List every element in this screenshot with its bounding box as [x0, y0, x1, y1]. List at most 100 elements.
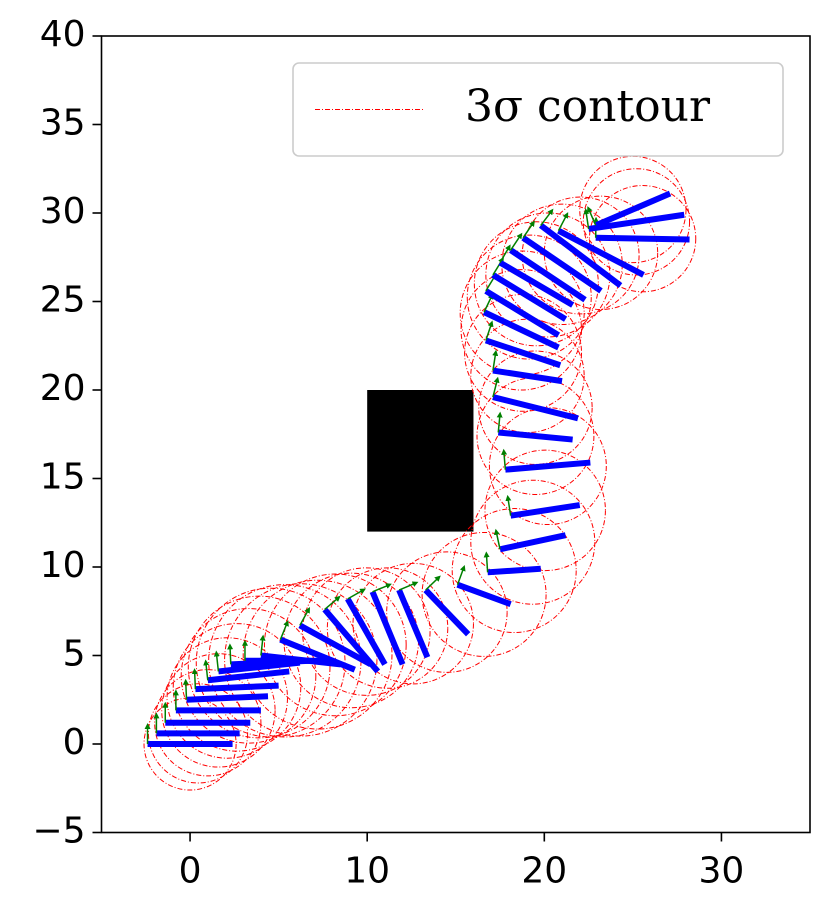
contour: [263, 573, 407, 717]
robot-body: [538, 222, 623, 288]
contour: [582, 168, 691, 276]
y-tick-label: −5: [32, 811, 85, 852]
legend: 3σ contour: [292, 62, 784, 157]
robot-body: [521, 235, 603, 294]
contour: [476, 377, 595, 495]
contour: [421, 531, 547, 657]
robot-body: [498, 259, 575, 308]
y-tick-label: 40: [40, 14, 86, 55]
contour: [488, 407, 607, 526]
y-tick-label: 25: [40, 280, 86, 321]
heading-arrow: [425, 575, 441, 591]
heading-arrow: [483, 293, 494, 313]
contour: [302, 567, 431, 696]
contour: [451, 508, 577, 634]
robot-body: [594, 190, 672, 229]
contour: [470, 479, 596, 605]
robot-body: [505, 459, 591, 473]
heading-arrow: [483, 551, 490, 573]
y-tick-label: 20: [40, 368, 86, 409]
robot-body: [588, 211, 685, 232]
heading-arrow: [182, 678, 189, 700]
obstacle: [367, 390, 474, 532]
robot-body: [487, 565, 541, 576]
contour: [588, 185, 697, 293]
heading-arrow: [587, 206, 597, 226]
heading-arrow: [398, 581, 419, 591]
heading-arrow: [492, 376, 500, 398]
heading-arrow: [505, 494, 512, 516]
contour: [154, 669, 262, 777]
x-tick-label: 20: [521, 851, 567, 892]
heading-arrow: [501, 448, 508, 470]
robot-body: [369, 590, 406, 666]
robot-body: [207, 668, 290, 684]
robot-body: [186, 693, 269, 703]
heading-arrow: [492, 349, 499, 371]
heading-arrow: [191, 668, 198, 690]
x-tick-label: 0: [179, 851, 202, 892]
heading-arrow: [324, 595, 341, 611]
heading-arrow: [557, 212, 569, 232]
robot-body: [260, 652, 341, 668]
heading-arrow: [499, 244, 511, 263]
robot-body: [345, 597, 388, 666]
robot-body: [195, 682, 279, 693]
heading-arrow: [496, 411, 503, 433]
robot-body: [482, 309, 560, 351]
contour: [470, 318, 585, 434]
heading-arrow: [493, 528, 501, 550]
axes: 0 10 20 30 −5 0 5 10 15 20 25 30 35 40 3σ contour: [32, 14, 811, 892]
heading-arrow: [203, 659, 210, 681]
robot-body: [298, 622, 373, 667]
contour: [352, 562, 474, 685]
y-tick-label: 30: [40, 191, 86, 232]
legend-label: 3σ contour: [465, 81, 711, 132]
robot-body: [595, 234, 690, 243]
heading-arrow: [485, 320, 494, 341]
robot-body: [423, 587, 471, 637]
robot-body: [396, 588, 431, 659]
heading-arrow: [510, 232, 523, 251]
axes-frame: [100, 35, 811, 834]
heading-arrow: [456, 564, 466, 585]
robot-body: [492, 367, 563, 385]
robot-body: [492, 394, 579, 422]
robot-body: [497, 429, 573, 443]
heading-arrow: [259, 634, 266, 656]
robot-body: [510, 502, 581, 519]
x-tick-label: 30: [699, 851, 745, 892]
y-tick-label: 35: [40, 103, 86, 144]
robot-body: [491, 272, 568, 322]
heading-arrow: [227, 643, 234, 665]
contour: [466, 234, 592, 360]
robot-body: [499, 532, 567, 553]
y-tick-label: 15: [40, 457, 86, 498]
contour: [166, 637, 288, 759]
y-tick-label: 0: [63, 722, 86, 763]
robot-body: [279, 636, 356, 673]
contour: [242, 579, 393, 730]
plot-area: [143, 155, 697, 791]
heading-arrow: [583, 208, 590, 230]
y-tick-label: 10: [40, 545, 86, 586]
robot-body: [456, 581, 512, 607]
contour: [172, 623, 302, 752]
contour: [180, 608, 317, 744]
robot-body: [557, 228, 645, 278]
x-tick-label: 10: [344, 851, 390, 892]
heading-arrow: [522, 220, 535, 239]
y-tick-label: 5: [63, 634, 86, 675]
heading-arrow: [213, 650, 220, 672]
heading-arrow: [347, 588, 366, 600]
contour: [478, 350, 593, 465]
robot-body: [484, 337, 562, 369]
heading-arrow: [299, 607, 310, 626]
robot-body: [322, 607, 381, 674]
contour: [224, 583, 378, 737]
contour: [484, 449, 606, 572]
robot-body: [508, 247, 587, 303]
heading-arrow: [372, 583, 392, 593]
heading-arrow: [279, 620, 289, 640]
